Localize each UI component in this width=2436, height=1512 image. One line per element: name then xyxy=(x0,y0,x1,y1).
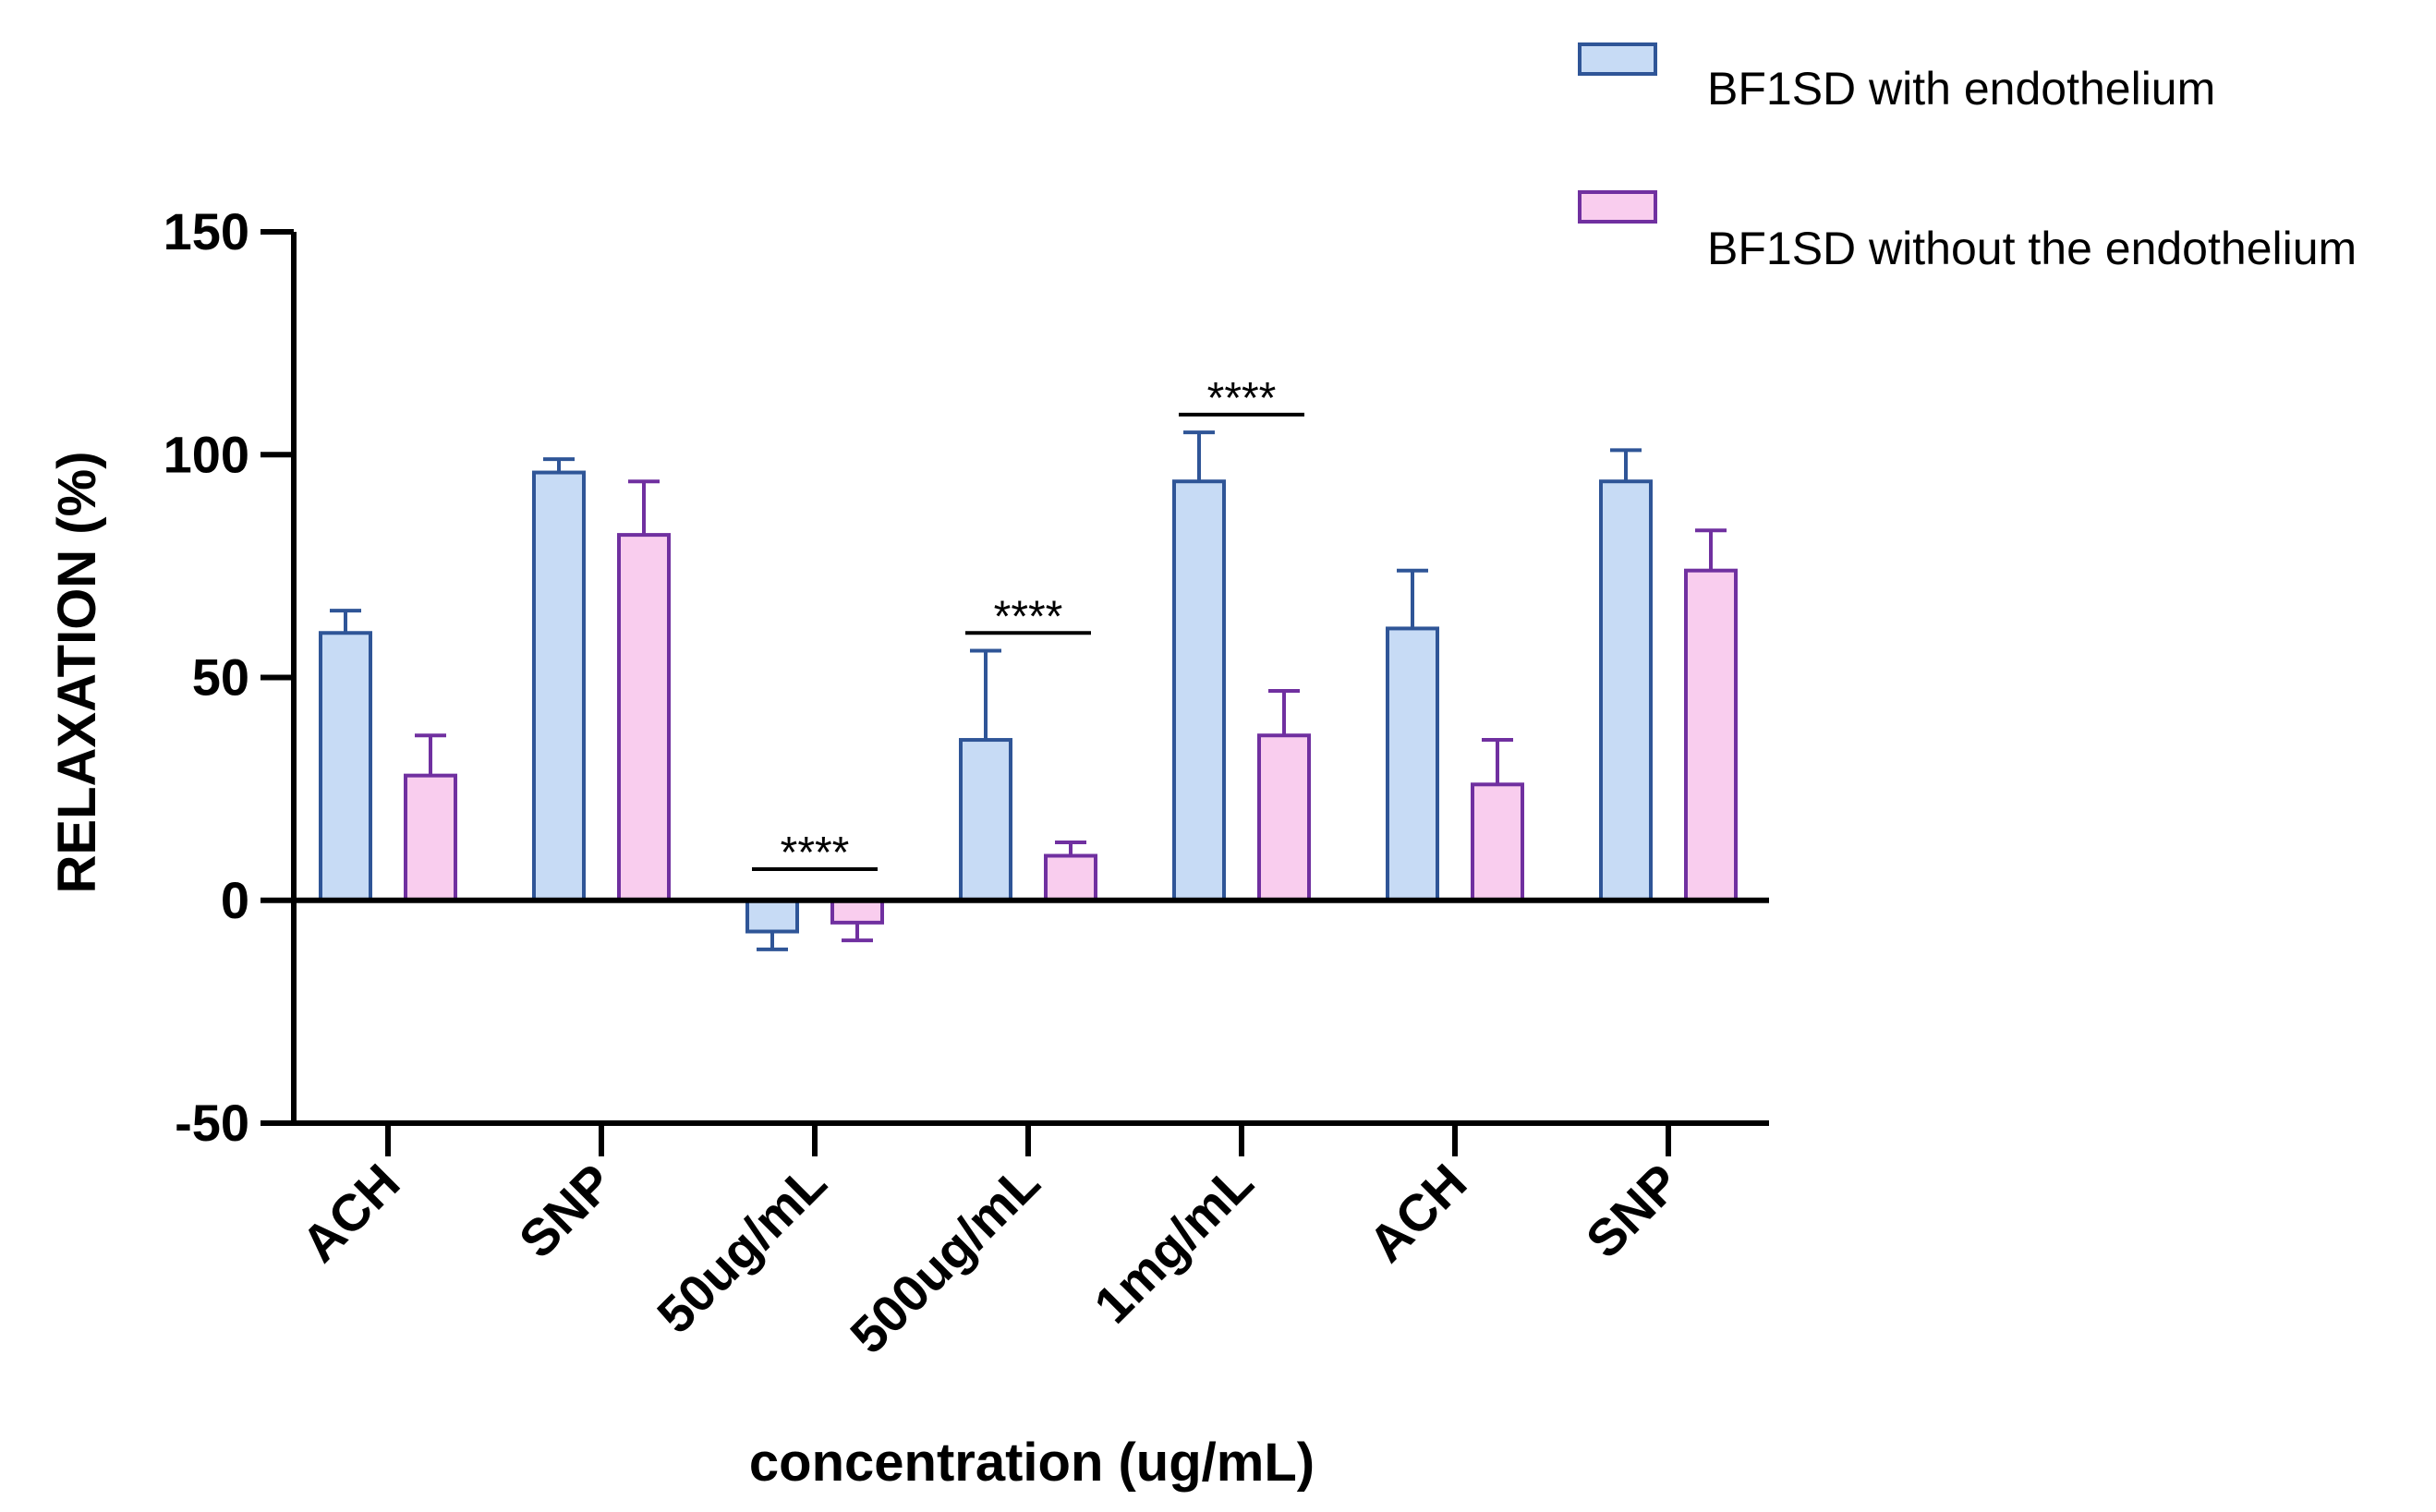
bar xyxy=(1471,782,1524,902)
y-tick-label: 50 xyxy=(192,648,249,707)
legend-swatch-with-endothelium xyxy=(1578,42,1657,76)
legend-label-with-endothelium: BF1SD with endothelium xyxy=(1707,63,2215,115)
x-tick-label: ACH xyxy=(290,1153,410,1273)
bar xyxy=(404,773,457,902)
x-axis-title: concentration (ug/mL) xyxy=(749,1433,1315,1493)
bar xyxy=(745,898,799,934)
significance-label: **** xyxy=(994,592,1063,641)
y-axis-title: RELAXATION (%) xyxy=(47,451,107,893)
y-tick-label: -50 xyxy=(175,1094,249,1152)
legend-swatch-without-endothelium xyxy=(1578,190,1657,224)
x-tick-label: ACH xyxy=(1357,1153,1477,1273)
x-tick-label: 50ug/mL xyxy=(646,1153,837,1344)
bar xyxy=(1386,626,1439,902)
x-tick-label: SNP xyxy=(1575,1153,1691,1269)
bar xyxy=(617,533,671,902)
bar xyxy=(1599,479,1653,902)
y-tick-label: 150 xyxy=(164,202,249,260)
bar xyxy=(319,631,372,902)
legend-label-without-endothelium: BF1SD without the endothelium xyxy=(1707,223,2357,274)
x-tick-label: 1mg/mL xyxy=(1083,1153,1264,1334)
plot-area: **** **** **** xyxy=(319,374,1738,951)
bar xyxy=(1172,479,1226,902)
x-tick-label: 500ug/mL xyxy=(839,1153,1050,1364)
bar xyxy=(532,470,586,902)
bar xyxy=(830,898,884,925)
bar xyxy=(959,738,1012,902)
x-tick-label: SNP xyxy=(508,1153,624,1269)
significance-label: **** xyxy=(1207,374,1277,423)
bar xyxy=(1684,568,1738,902)
bar xyxy=(1257,733,1311,902)
legend: BF1SD with endothelium BF1SD without the… xyxy=(1578,42,2357,274)
significance-label: **** xyxy=(781,829,850,877)
y-tick-label: 0 xyxy=(221,871,249,929)
bar xyxy=(1044,853,1097,902)
y-tick-label: 100 xyxy=(164,425,249,483)
